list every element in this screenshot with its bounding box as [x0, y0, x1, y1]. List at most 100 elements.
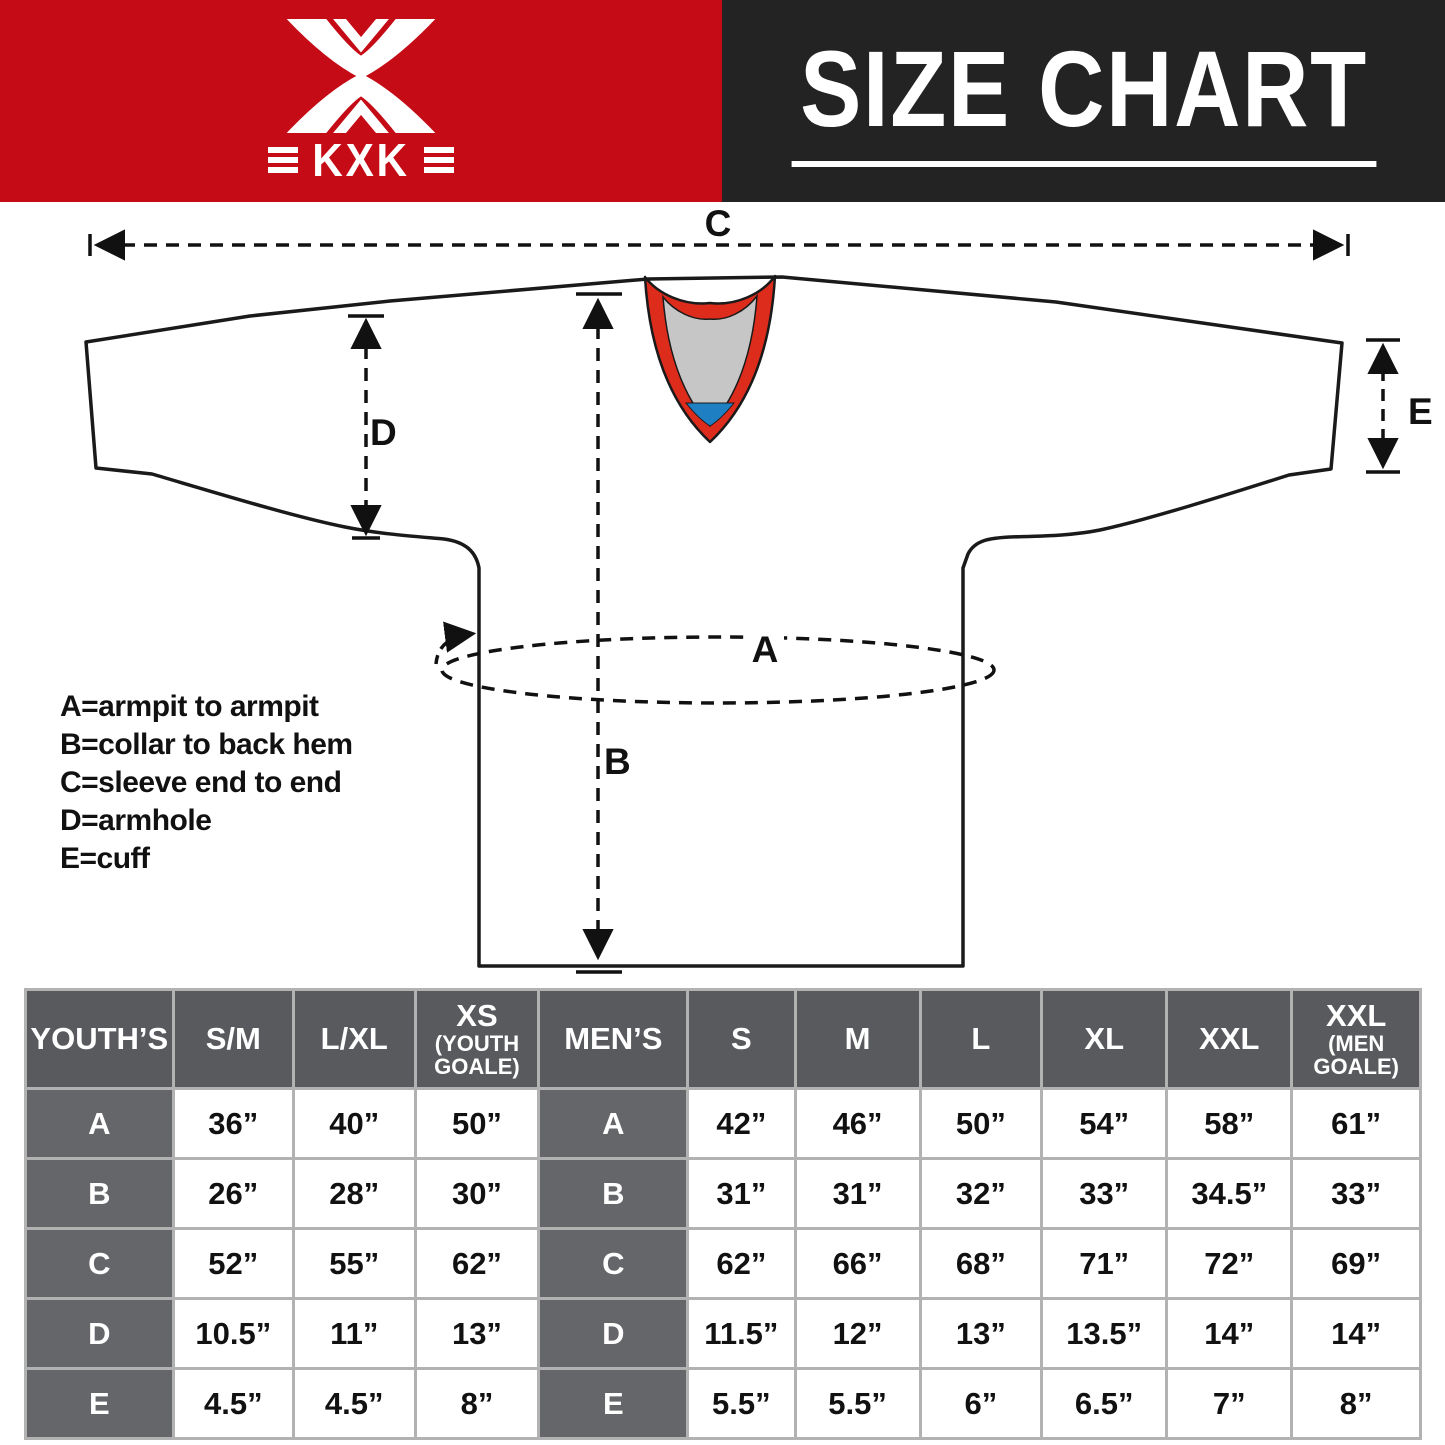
- row-label-men-c: C: [540, 1230, 687, 1297]
- youth-value: 30”: [416, 1160, 538, 1227]
- men-value: 50”: [921, 1090, 1041, 1157]
- col-header-xs: XS (YOUTH GOALE): [416, 991, 538, 1087]
- brand-block: KXK: [0, 0, 722, 202]
- youth-value: 11”: [294, 1300, 414, 1367]
- youth-value: 36”: [174, 1090, 292, 1157]
- col-header-men-s: MEN’S: [540, 991, 687, 1087]
- dim-label-c: C: [705, 203, 732, 244]
- row-label-men-b: B: [540, 1160, 687, 1227]
- col-header-l-xl: L/XL: [294, 991, 414, 1087]
- men-value: 7”: [1168, 1370, 1291, 1437]
- jersey-diagram: C D B A: [0, 202, 1445, 988]
- title-block: SIZE CHART: [722, 0, 1445, 202]
- men-value: 14”: [1168, 1300, 1291, 1367]
- col-header-xxl: XXL: [1168, 991, 1291, 1087]
- legend-line-b: B=collar to back hem: [60, 728, 353, 761]
- row-label-youth-c: C: [27, 1230, 172, 1297]
- legend-line-c: C=sleeve end to end: [60, 766, 342, 799]
- dim-label-a: A: [752, 629, 779, 670]
- youth-value: 4.5”: [174, 1370, 292, 1437]
- legend-line-a: A=armpit to armpit: [60, 690, 319, 723]
- youth-value: 55”: [294, 1230, 414, 1297]
- row-label-youth-d: D: [27, 1300, 172, 1367]
- size-table-section: YOUTH’S S/M L/XL XS (YOUTH GOALE) MEN’S S M L XL X…: [24, 988, 1422, 1440]
- dimension-e: [1366, 338, 1400, 474]
- legend-line-e: E=cuff: [60, 842, 150, 875]
- youth-value: 28”: [294, 1160, 414, 1227]
- men-value: 42”: [689, 1090, 794, 1157]
- men-value: 62”: [689, 1230, 794, 1297]
- size-table: YOUTH’S S/M L/XL XS (YOUTH GOALE) MEN’S S M L XL X…: [24, 988, 1422, 1440]
- youth-value: 4.5”: [294, 1370, 414, 1437]
- youth-value: 62”: [416, 1230, 538, 1297]
- youth-value: 13”: [416, 1300, 538, 1367]
- col-header-xxl: XXL (MEN GOALE): [1293, 991, 1419, 1087]
- dim-label-b: B: [604, 741, 631, 782]
- jersey-measurement-drawing: C D B A: [84, 203, 1433, 974]
- men-value: 69”: [1293, 1230, 1419, 1297]
- triple-bar-right-icon: [424, 147, 455, 173]
- col-header-xl: XL: [1043, 991, 1166, 1087]
- dim-label-d: D: [370, 412, 397, 453]
- legend-line-d: D=armhole: [60, 804, 212, 837]
- youth-value: 10.5”: [174, 1300, 292, 1367]
- men-value: 34.5”: [1168, 1160, 1291, 1227]
- men-value: 46”: [796, 1090, 919, 1157]
- measurement-legend: A=armpit to armpit B=collar to back hem …: [60, 688, 353, 878]
- youth-value: 8”: [416, 1370, 538, 1437]
- men-value: 5.5”: [689, 1370, 794, 1437]
- kxk-logo-icon: [286, 19, 436, 133]
- row-label-youth-e: E: [27, 1370, 172, 1437]
- row-label-youth-b: B: [27, 1160, 172, 1227]
- men-value: 31”: [689, 1160, 794, 1227]
- brand-row: KXK: [267, 134, 455, 186]
- men-value: 33”: [1293, 1160, 1419, 1227]
- triple-bar-left-icon: [267, 147, 298, 173]
- col-header-l: L: [921, 991, 1041, 1087]
- men-value: 68”: [921, 1230, 1041, 1297]
- jersey-outline: [84, 275, 1344, 968]
- col-header-youth-s: YOUTH’S: [27, 991, 172, 1087]
- men-value: 54”: [1043, 1090, 1166, 1157]
- dimension-d: [348, 314, 384, 540]
- col-header-s: S: [689, 991, 794, 1087]
- men-value: 66”: [796, 1230, 919, 1297]
- col-header-s-m: S/M: [174, 991, 292, 1087]
- men-value: 14”: [1293, 1300, 1419, 1367]
- men-value: 61”: [1293, 1090, 1419, 1157]
- row-label-men-a: A: [540, 1090, 687, 1157]
- dimension-a: [434, 621, 996, 705]
- brand-name: KXK: [312, 134, 410, 186]
- men-value: 8”: [1293, 1370, 1419, 1437]
- collar-blue-insert: [684, 402, 736, 427]
- men-value: 72”: [1168, 1230, 1291, 1297]
- men-value: 58”: [1168, 1090, 1291, 1157]
- youth-value: 50”: [416, 1090, 538, 1157]
- dimension-b: [576, 292, 622, 974]
- men-value: 6”: [921, 1370, 1041, 1437]
- dimension-c: [88, 229, 1350, 261]
- row-label-men-d: D: [540, 1300, 687, 1367]
- page-title: SIZE CHART: [791, 35, 1376, 167]
- dim-label-e: E: [1408, 391, 1433, 432]
- men-value: 32”: [921, 1160, 1041, 1227]
- men-value: 13”: [921, 1300, 1041, 1367]
- men-value: 5.5”: [796, 1370, 919, 1437]
- row-label-men-e: E: [540, 1370, 687, 1437]
- men-value: 31”: [796, 1160, 919, 1227]
- collar-inner-gray: [662, 293, 758, 428]
- header: KXK SIZE CHART: [0, 0, 1445, 202]
- men-value: 12”: [796, 1300, 919, 1367]
- col-header-m: M: [796, 991, 919, 1087]
- row-label-youth-a: A: [27, 1090, 172, 1157]
- men-value: 33”: [1043, 1160, 1166, 1227]
- men-value: 71”: [1043, 1230, 1166, 1297]
- collar: [643, 274, 777, 444]
- youth-value: 52”: [174, 1230, 292, 1297]
- men-value: 13.5”: [1043, 1300, 1166, 1367]
- youth-value: 26”: [174, 1160, 292, 1227]
- men-value: 11.5”: [689, 1300, 794, 1367]
- men-value: 6.5”: [1043, 1370, 1166, 1437]
- youth-value: 40”: [294, 1090, 414, 1157]
